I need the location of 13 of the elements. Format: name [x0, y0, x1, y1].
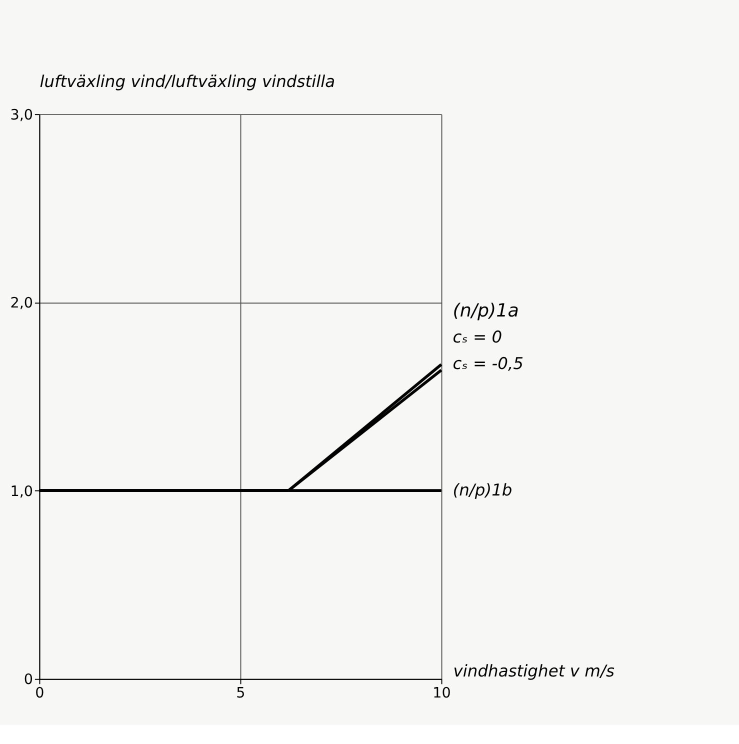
y-axis-title: luftväxling vind/luftväxling vindstilla	[40, 72, 336, 91]
y-tick-label: 2,0	[10, 296, 34, 312]
x-tick-label: 5	[236, 686, 246, 702]
x-tick-label: 10	[432, 686, 451, 702]
x-axis-title: vindhastighet v m/s	[453, 661, 615, 680]
series-label: cₛ = 0	[452, 327, 502, 346]
text: (n/p)1a	[452, 300, 519, 322]
x-tick-label: 0	[35, 686, 44, 702]
y-tick-label: 0	[24, 672, 34, 688]
y-tick-label: 3,0	[10, 107, 34, 124]
series-label: cₛ = -0,5	[452, 354, 524, 374]
y-tick-label: 1,0	[10, 484, 34, 500]
series-label: (n/p)1b	[452, 480, 512, 500]
